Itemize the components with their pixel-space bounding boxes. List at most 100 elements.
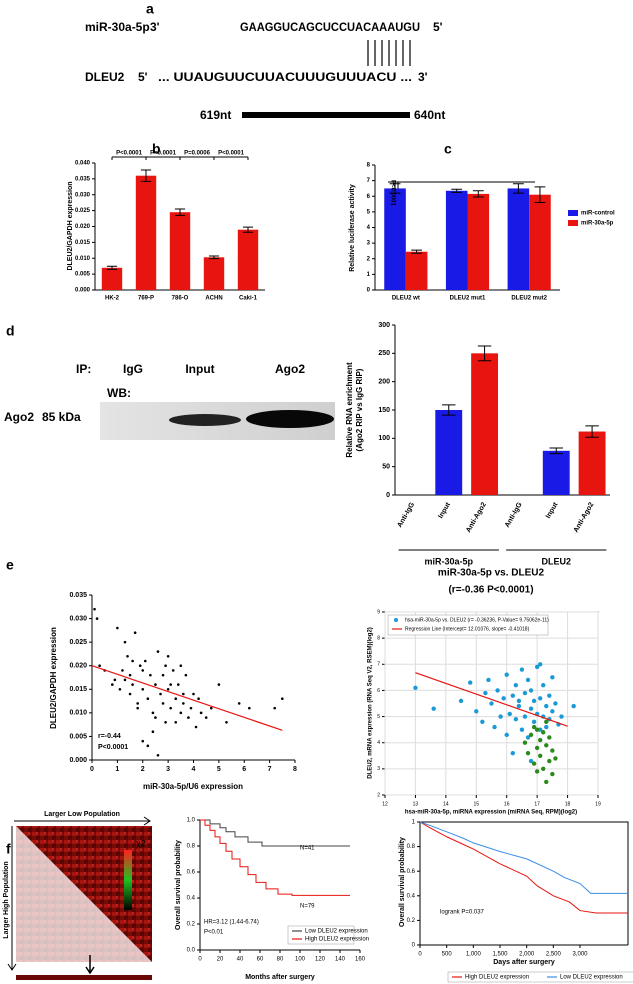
annotation: logrank P=0.037 [440, 910, 485, 916]
y-axis-label: (Ago2 RIP vs IgG RIP) [355, 368, 364, 451]
point [525, 677, 531, 683]
annotation: P<0.0001 [389, 180, 395, 207]
y-tick-label: 7 [367, 178, 371, 184]
heatmap-panel: f Larger Low Population Larger High Popu… [3, 811, 152, 980]
optimal-cut-arrow [85, 955, 95, 975]
line [200, 819, 350, 847]
point [544, 724, 549, 730]
y-tick-label: 0 [386, 492, 390, 499]
point [504, 732, 509, 738]
point [522, 690, 528, 696]
group-label: DLEU2 [541, 556, 571, 566]
y-tick-label: 0.000 [75, 288, 91, 294]
point [176, 683, 180, 686]
point [547, 758, 552, 764]
y-tick-label: 0.020 [69, 663, 87, 670]
x-tick-label: 1 [115, 766, 119, 773]
point [166, 654, 170, 658]
point [531, 698, 537, 704]
annotation: HR=3.12 (1.44-6.74) [204, 920, 259, 926]
y-axis-label: Overall survival probability [399, 837, 406, 927]
x-tick-label: 1,000 [466, 952, 482, 958]
point [534, 727, 540, 732]
point [571, 703, 576, 709]
mirna-name: miR-30a-5p [85, 20, 150, 34]
point [525, 735, 531, 740]
legend-box [287, 925, 355, 945]
y-tick-label: 0.2 [407, 918, 416, 924]
y-tick-label: 2 [377, 792, 380, 798]
error-bar [451, 188, 463, 193]
y-tick-label: 0.6 [407, 869, 416, 875]
point [209, 706, 213, 710]
error-bar [411, 249, 423, 254]
point [143, 659, 147, 663]
point [510, 750, 515, 756]
y-axis-label: Overall survival probability [175, 840, 182, 930]
mirna-end: 3' [150, 20, 160, 34]
point [123, 678, 127, 682]
x-tick-label: 15 [474, 801, 480, 807]
x-tick-label: 40 [237, 957, 244, 963]
point [237, 702, 241, 705]
point [149, 673, 152, 677]
point [550, 771, 555, 777]
x-tick-label: 786-O [172, 296, 189, 302]
error-bar [549, 447, 563, 455]
blot-panel: d IP: IgG Input Ago2 WB: Ago2 85 kDa [4, 323, 335, 440]
bar [405, 251, 428, 290]
bar [169, 212, 191, 290]
point [95, 617, 99, 620]
x-tick-label: 18 [565, 801, 571, 807]
point [126, 654, 129, 658]
point [141, 687, 145, 691]
point [281, 697, 284, 701]
point [468, 680, 473, 685]
side-arrow [7, 826, 17, 971]
point [531, 761, 537, 766]
point [522, 740, 528, 745]
x-tick-label: 5 [217, 766, 221, 773]
y-tick-label: 9 [377, 609, 380, 615]
target-end: 5' [138, 70, 148, 84]
x-tick-label: 16 [504, 801, 510, 807]
point [550, 709, 555, 714]
annotation: P<0.0001 [98, 744, 128, 751]
x-tick-label: 120 [315, 957, 326, 963]
y-tick-label: 0.2 [187, 922, 196, 928]
lane-label: Ago2 [275, 362, 305, 376]
y-tick-label: 0.020 [75, 224, 91, 230]
point [161, 702, 165, 705]
x-tick-label: DLEU2 mut1 [450, 296, 486, 302]
point [154, 716, 157, 719]
point [528, 732, 534, 738]
x-axis-label: miR-30a-5p/U6 expression [143, 782, 243, 791]
y-tick-label: 8 [367, 163, 371, 169]
point [166, 687, 170, 691]
y-tick-label: 5 [367, 209, 371, 215]
point [531, 719, 537, 724]
point [537, 696, 543, 701]
size-label: 85 kDa [42, 410, 81, 424]
point [553, 701, 558, 706]
x-tick-label: 100 [295, 957, 306, 963]
target-sequence: ... UUAUGUUCUUACUUUGUUUACU ... [158, 70, 412, 84]
annotation: P<0.0001 [116, 151, 143, 157]
bar [507, 188, 530, 290]
legend-swatch [568, 220, 578, 226]
point [156, 753, 160, 757]
y-tick-label: 4 [367, 225, 371, 231]
chart-subtitle: (r=-0.36 P<0.0001) [448, 585, 533, 596]
point [550, 748, 555, 753]
blot-band [246, 410, 334, 428]
point [547, 693, 552, 698]
x-tick-label: Anti-IgG [396, 501, 416, 529]
point [204, 716, 208, 719]
error-bar [442, 404, 456, 416]
point [519, 727, 525, 732]
site-end: 640nt [414, 108, 445, 122]
point [187, 716, 190, 719]
y-tick-label: 0.030 [69, 615, 87, 622]
x-tick-label: 500 [442, 952, 453, 958]
point [174, 697, 178, 701]
